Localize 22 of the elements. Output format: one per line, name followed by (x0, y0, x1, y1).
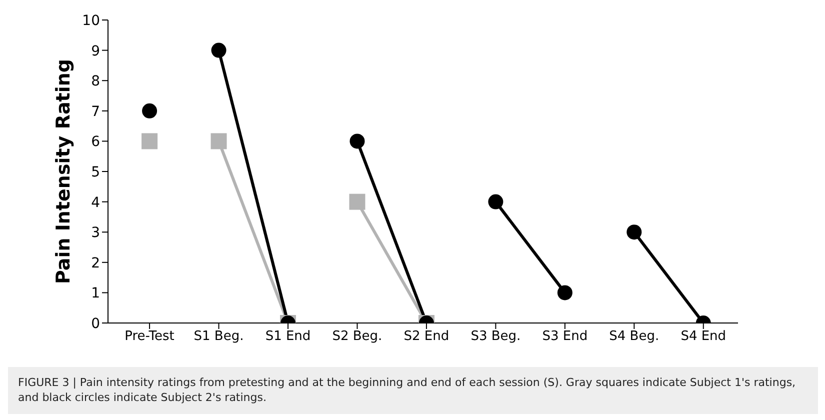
y-tick-label: 9 (91, 43, 100, 60)
y-tick-label: 1 (91, 286, 100, 302)
x-tick-label: S3 Beg. (470, 329, 521, 344)
x-tick-label: S2 End (404, 329, 450, 344)
y-tick-label: 10 (82, 12, 100, 29)
x-tick-label: Pre-Test (124, 329, 174, 344)
x-tick-label: S4 End (680, 329, 726, 344)
x-tick-label: S1 Beg. (194, 329, 244, 344)
x-tick-label: S2 Beg. (332, 329, 382, 344)
y-tick-label: 6 (91, 134, 100, 150)
x-tick-label: S3 End (542, 329, 588, 344)
y-tick-label: 0 (91, 316, 100, 332)
y-tick-label: 7 (91, 104, 100, 120)
y-axis-title: Pain Intensity Rating (52, 58, 75, 284)
x-tick-label: S4 Beg. (609, 329, 660, 344)
y-tick-label: 8 (91, 74, 100, 90)
y-tick-label: 3 (91, 225, 100, 242)
caption: FIGURE 3 | Pain intensity ratings from pretesting and at the beginning and end of each session (S). Gray squares indicate Subject 1's ratings, and black circles indicate Subject 2's ratings. (8, 367, 818, 414)
y-tick-label: 2 (91, 255, 100, 272)
x-tick-label: S1 End (265, 329, 311, 344)
y-tick-label: 5 (91, 164, 100, 180)
y-tick-label: 4 (91, 194, 100, 211)
